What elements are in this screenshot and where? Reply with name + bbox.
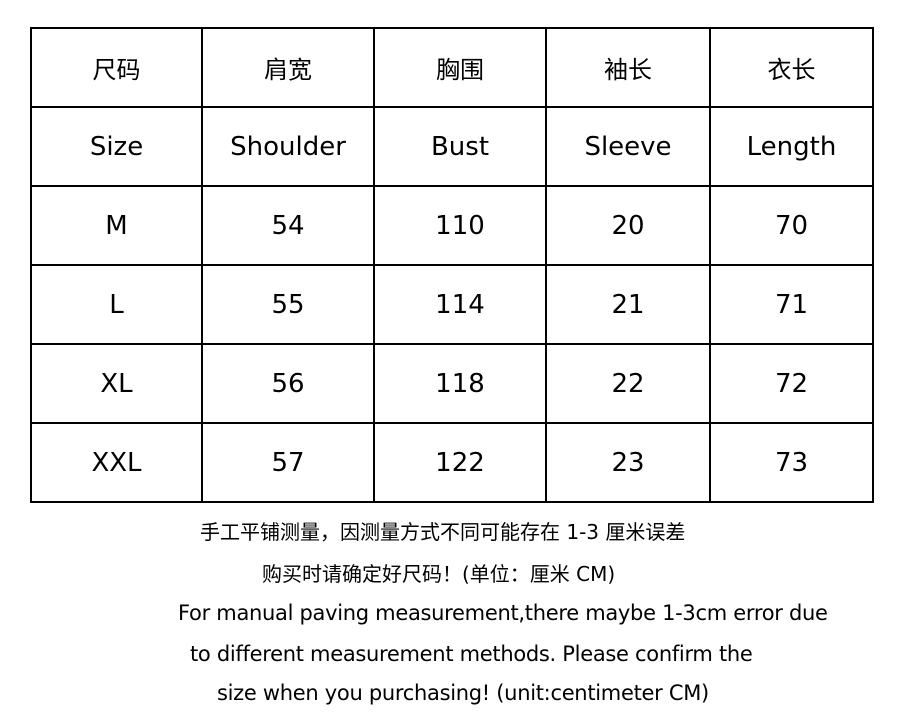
header-cell: 胸围 bbox=[373, 27, 547, 108]
header-cell: Bust bbox=[373, 106, 547, 187]
header-cell: 衣长 bbox=[709, 27, 874, 108]
table-row: XL 56 118 22 72 bbox=[30, 343, 874, 424]
table-row: L 55 114 21 71 bbox=[30, 264, 874, 345]
header-row-english: Size Shoulder Bust Sleeve Length bbox=[30, 106, 874, 187]
note-en-line3: size when you purchasing! (unit:centimet… bbox=[217, 681, 709, 705]
header-cell: 尺码 bbox=[30, 27, 203, 108]
note-zh-line1: 手工平铺测量，因测量方式不同可能存在 1-3 厘米误差 bbox=[200, 520, 686, 544]
table-cell: 110 bbox=[373, 185, 547, 266]
note-zh-line2: 购买时请确定好尺码！(单位：厘米 CM) bbox=[262, 562, 616, 586]
table-cell: 22 bbox=[545, 343, 711, 424]
table-cell: 56 bbox=[201, 343, 375, 424]
size-chart-table: 尺码 肩宽 胸围 袖长 衣长 Size Shoulder Bust Sleeve… bbox=[30, 27, 874, 503]
header-cell: Shoulder bbox=[201, 106, 375, 187]
note-en-line2: to different measurement methods. Please… bbox=[190, 642, 753, 666]
table-cell: 54 bbox=[201, 185, 375, 266]
table-cell: 20 bbox=[545, 185, 711, 266]
header-cell: Size bbox=[30, 106, 203, 187]
table-cell: 71 bbox=[709, 264, 874, 345]
table-cell: 73 bbox=[709, 422, 874, 503]
note-en-line1: For manual paving measurement,there mayb… bbox=[178, 601, 828, 625]
table-cell: 114 bbox=[373, 264, 547, 345]
table-row: XXL 57 122 23 73 bbox=[30, 422, 874, 503]
header-cell: 袖长 bbox=[545, 27, 711, 108]
header-cell: 肩宽 bbox=[201, 27, 375, 108]
table-cell: 57 bbox=[201, 422, 375, 503]
table-cell: L bbox=[30, 264, 203, 345]
table-cell: XL bbox=[30, 343, 203, 424]
table-cell: 21 bbox=[545, 264, 711, 345]
table-cell: M bbox=[30, 185, 203, 266]
table-cell: 122 bbox=[373, 422, 547, 503]
table-cell: XXL bbox=[30, 422, 203, 503]
header-row-chinese: 尺码 肩宽 胸围 袖长 衣长 bbox=[30, 27, 874, 108]
header-cell: Sleeve bbox=[545, 106, 711, 187]
table-cell: 23 bbox=[545, 422, 711, 503]
table-cell: 55 bbox=[201, 264, 375, 345]
table-cell: 118 bbox=[373, 343, 547, 424]
table-cell: 72 bbox=[709, 343, 874, 424]
table-row: M 54 110 20 70 bbox=[30, 185, 874, 266]
table-cell: 70 bbox=[709, 185, 874, 266]
header-cell: Length bbox=[709, 106, 874, 187]
